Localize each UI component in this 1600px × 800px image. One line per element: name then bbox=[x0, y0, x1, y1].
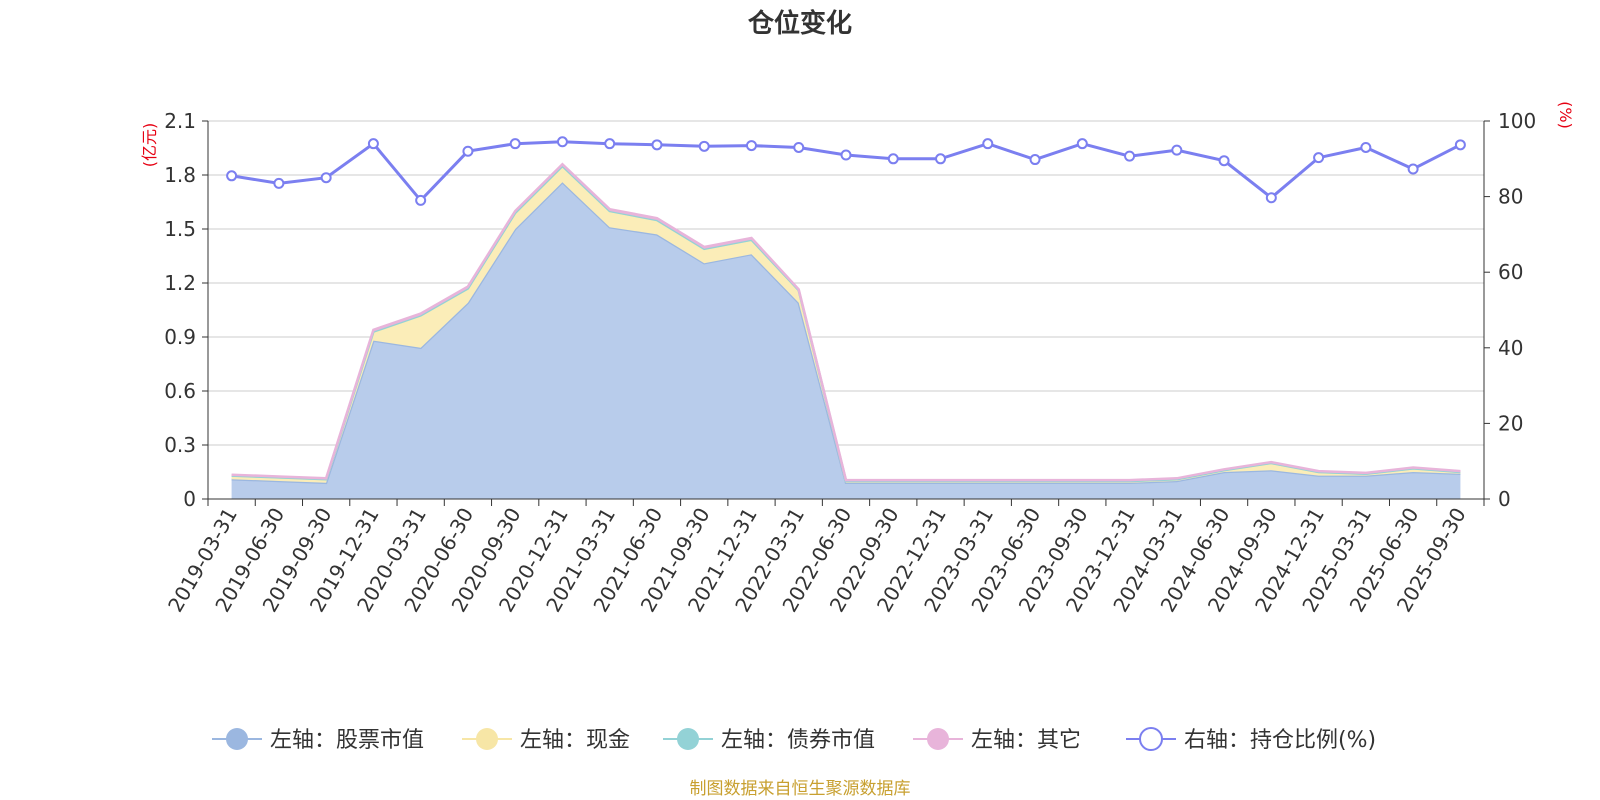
ratio-point bbox=[982, 138, 994, 150]
left-tick-label: 1.2 bbox=[164, 271, 196, 295]
ratio-point bbox=[462, 145, 474, 157]
right-tick-label: 60 bbox=[1498, 260, 1523, 284]
legend-marker-stock bbox=[226, 728, 248, 750]
right-tick-label: 40 bbox=[1498, 336, 1523, 360]
source-note: 制图数据来自恒生聚源数据库 bbox=[690, 779, 911, 799]
ratio-point bbox=[793, 141, 805, 153]
left-tick-label: 0.9 bbox=[164, 325, 196, 349]
right-axis-unit: (%) bbox=[1556, 101, 1575, 129]
legend-label-bond: 左轴：债券市值 bbox=[721, 728, 875, 753]
ratio-point bbox=[1313, 152, 1325, 164]
ratio-point bbox=[367, 138, 379, 150]
ratio-point bbox=[1454, 139, 1466, 151]
legend-marker-other bbox=[927, 728, 949, 750]
legend-marker-ratio bbox=[1139, 727, 1163, 751]
line-other bbox=[231, 162, 1461, 482]
ratio-point bbox=[651, 139, 663, 151]
legend-label-cash: 左轴：现金 bbox=[520, 728, 630, 753]
left-tick-label: 0.3 bbox=[164, 433, 196, 457]
ratio-point bbox=[1124, 150, 1136, 162]
ratio-point bbox=[1360, 141, 1372, 153]
ratio-point bbox=[1076, 138, 1088, 150]
left-tick-label: 1.8 bbox=[164, 163, 196, 187]
right-tick-label: 0 bbox=[1498, 487, 1511, 511]
ratio-point bbox=[556, 136, 568, 148]
ratio-line bbox=[226, 136, 1466, 206]
ratio-point bbox=[1029, 154, 1041, 166]
ratio-point bbox=[415, 194, 427, 206]
ratio-point bbox=[273, 177, 285, 189]
ratio-point bbox=[887, 153, 899, 165]
ratio-point bbox=[226, 170, 238, 182]
ratio-point bbox=[509, 138, 521, 150]
legend-label-ratio: 右轴：持仓比例(%) bbox=[1184, 728, 1376, 753]
ratio-point bbox=[935, 153, 947, 165]
ratio-point bbox=[320, 172, 332, 184]
ratio-point bbox=[1407, 163, 1419, 175]
ratio-point bbox=[604, 138, 616, 150]
area-stock bbox=[231, 182, 1461, 499]
legend-label-other: 左轴：其它 bbox=[971, 728, 1081, 753]
ratio-point bbox=[745, 140, 757, 152]
left-tick-label: 1.5 bbox=[164, 217, 196, 241]
right-tick-label: 20 bbox=[1498, 411, 1523, 435]
stacked-areas bbox=[231, 162, 1461, 499]
left-axis-unit: (亿元) bbox=[140, 123, 159, 168]
left-tick-label: 0 bbox=[183, 487, 196, 511]
ratio-point bbox=[698, 140, 710, 152]
left-tick-label: 0.6 bbox=[164, 379, 196, 403]
ratio-point bbox=[1218, 155, 1230, 167]
right-tick-label: 80 bbox=[1498, 185, 1523, 209]
ratio-point bbox=[1171, 144, 1183, 156]
legend: 左轴：股票市值 左轴：现金 左轴：债券市值 左轴：其它 右轴：持仓比例(%) bbox=[212, 727, 1376, 753]
left-tick-label: 2.1 bbox=[164, 109, 196, 133]
legend-marker-bond bbox=[677, 728, 699, 750]
right-tick-label: 100 bbox=[1498, 109, 1536, 133]
legend-label-stock: 左轴：股票市值 bbox=[270, 728, 424, 753]
ratio-point bbox=[840, 149, 852, 161]
ratio-point bbox=[1265, 192, 1277, 204]
legend-marker-cash bbox=[476, 728, 498, 750]
chart-title: 仓位变化 bbox=[747, 8, 852, 39]
